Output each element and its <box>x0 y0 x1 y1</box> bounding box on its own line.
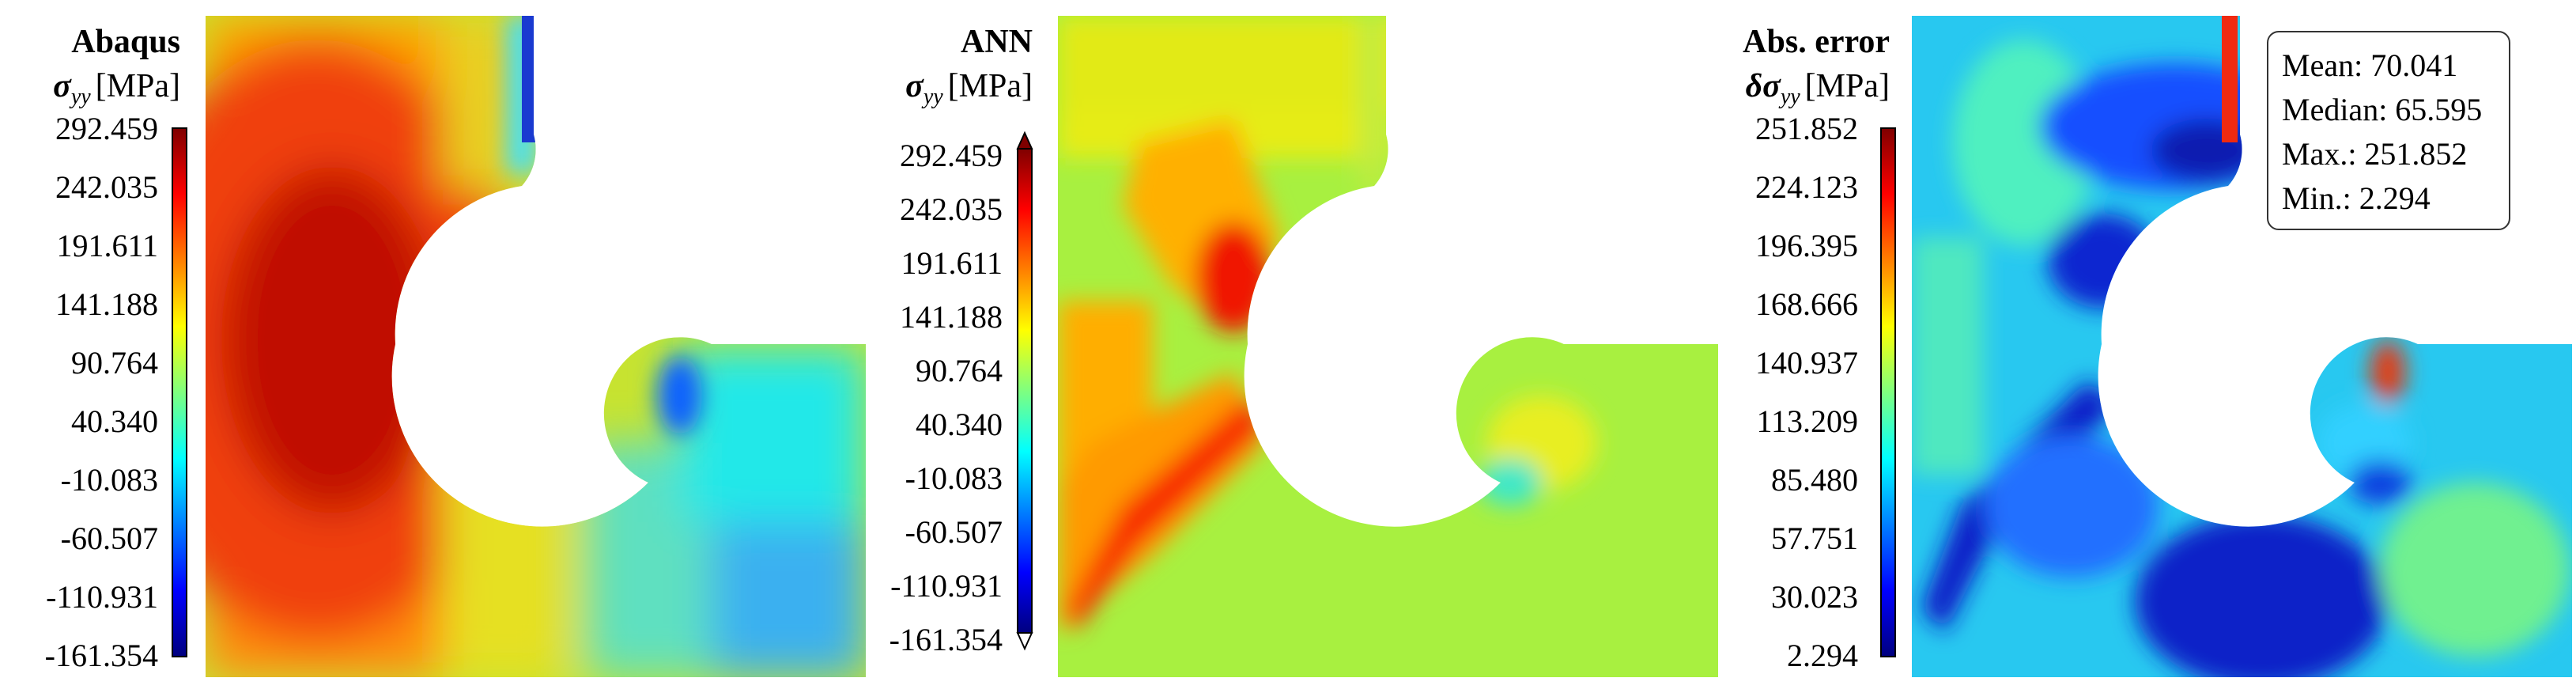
colorbar-tick-label: 251.852 <box>1755 111 1858 146</box>
colorbar-tick-label: 196.395 <box>1755 228 1858 263</box>
colorbar-tick-label: 40.340 <box>916 407 1003 442</box>
colorbar-ticks: 251.852 224.123 196.395 168.666 140.937 … <box>1755 111 1858 673</box>
stat-min: Min.: 2.294 <box>2282 180 2431 216</box>
colorbar-tick-label: -110.931 <box>890 568 1003 604</box>
colorbar-tick-label: -161.354 <box>890 622 1003 657</box>
statistics-box: Mean: 70.041 Median: 65.595 Max.: 251.85… <box>2267 31 2510 230</box>
quantity-subscript: yy <box>1778 85 1800 109</box>
colorbar-ticks: 292.459 242.035 191.611 141.188 90.764 4… <box>890 138 1003 657</box>
quantity-unit: [MPa] <box>1805 68 1890 104</box>
panel-quantity-label: δσyy [MPa] <box>1746 68 1890 109</box>
colorbar-tick-label: 191.611 <box>901 245 1003 281</box>
stat-max: Max.: 251.852 <box>2282 136 2467 172</box>
colorbar <box>1880 127 1896 657</box>
colorbar-tick-label: 90.764 <box>916 353 1003 388</box>
panel-abaqus: Abaqus σyy [MPa] 292.459 242.035 191.611 … <box>45 16 866 677</box>
colorbar-tick-label: 141.188 <box>55 286 158 322</box>
panel-quantity-label: σyy [MPa] <box>53 68 180 109</box>
colorbar-tick-label: -60.507 <box>61 521 158 556</box>
quantity-subscript: yy <box>921 85 943 109</box>
panel-title: Abs. error <box>1743 24 1890 60</box>
colorbar-tick-label: -161.354 <box>45 638 158 673</box>
panel-ann: ANN σyy [MPa] 292.459 242.035 191.611 141… <box>890 16 1718 677</box>
quantity-unit: [MPa] <box>948 68 1033 104</box>
colorbar-tick-label: 40.340 <box>71 403 158 439</box>
colorbar-tick-label: 141.188 <box>900 299 1003 335</box>
colorbar-tick-label: 113.209 <box>1756 403 1858 439</box>
colorbar <box>172 127 187 657</box>
colorbar-tick-label: -10.083 <box>905 460 1003 496</box>
stat-median: Median: 65.595 <box>2282 92 2482 127</box>
quantity-subscript: yy <box>69 85 91 109</box>
stress-field <box>1058 16 1718 677</box>
panel-title: Abaqus <box>71 24 180 60</box>
colorbar-ticks: 292.459 242.035 191.611 141.188 90.764 4… <box>45 111 158 673</box>
quantity-unit: [MPa] <box>96 68 180 104</box>
colorbar-tick-label: 242.035 <box>900 191 1003 227</box>
quantity-symbol: σ <box>1762 68 1781 104</box>
colorbar-tick-label: 242.035 <box>55 169 158 205</box>
colorbar-tick-label: 2.294 <box>1787 638 1858 673</box>
colorbar-tick-label: -110.931 <box>46 579 158 615</box>
colorbar-tick-label: -60.507 <box>905 514 1003 550</box>
statistics-box-frame <box>2267 31 2510 230</box>
panel-title: ANN <box>961 24 1033 60</box>
stress-field <box>206 16 866 677</box>
quantity-symbol: σ <box>53 68 72 104</box>
colorbar-max-arrow <box>1016 131 1033 150</box>
colorbar-tick-label: 90.764 <box>71 345 158 381</box>
panel-quantity-label: σyy [MPa] <box>905 68 1033 109</box>
colorbar-tick-label: 191.611 <box>56 228 158 263</box>
panel-error: Abs. error δσyy [MPa] 251.852 224.123 196… <box>1743 16 2572 677</box>
colorbar-tick-label: 140.937 <box>1755 345 1858 381</box>
colorbar-tick-label: 85.480 <box>1771 462 1858 498</box>
colorbar-tick-label: 30.023 <box>1771 579 1858 615</box>
colorbar-tick-label: 292.459 <box>55 111 158 146</box>
colorbar-tick-label: 292.459 <box>900 138 1003 173</box>
colorbar <box>1017 148 1033 634</box>
stat-mean: Mean: 70.041 <box>2282 47 2457 83</box>
colorbar-tick-label: 57.751 <box>1771 521 1858 556</box>
colorbar-tick-label: -10.083 <box>61 462 158 498</box>
colorbar-tick-label: 168.666 <box>1755 286 1858 322</box>
colorbar-tick-label: 224.123 <box>1755 169 1858 205</box>
quantity-symbol: σ <box>905 68 924 104</box>
quantity-prefix: δ <box>1746 68 1763 104</box>
colorbar-min-arrow <box>1016 632 1033 651</box>
